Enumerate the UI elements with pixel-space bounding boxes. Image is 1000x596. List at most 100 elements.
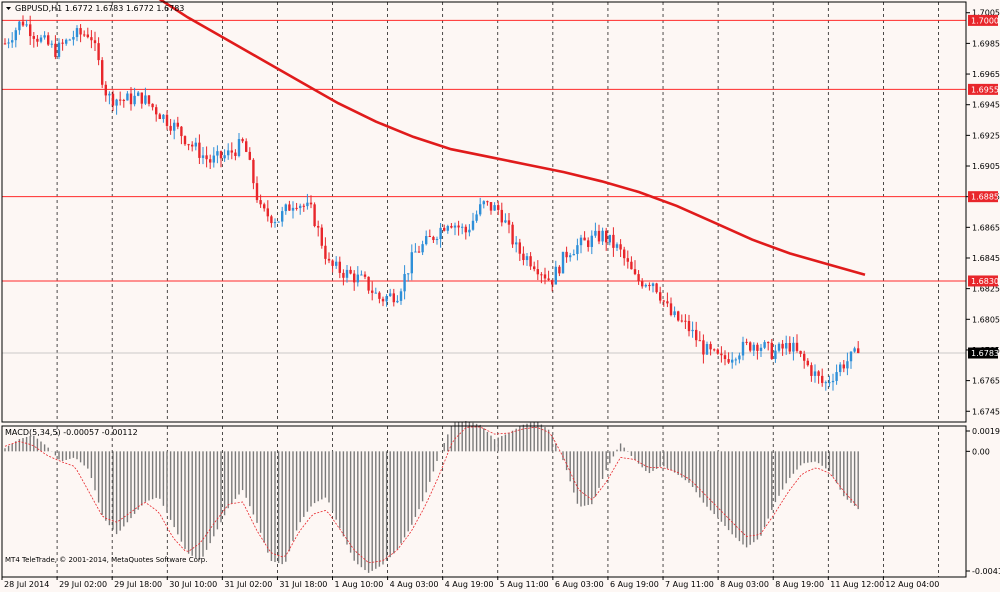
candle-body [21,21,25,26]
candle-body [83,34,86,36]
candle-body [669,303,673,316]
price-tick-label: 1.6745 [972,407,1000,416]
candle-body [306,202,309,207]
level-price-label: 1.6830 [971,277,999,286]
level-price-box [968,14,998,26]
candle-body [536,269,539,275]
candle-body [489,202,493,211]
candle-body [464,226,467,233]
candle-body [39,37,43,42]
candle-body [385,296,388,302]
candle-body [187,144,190,146]
candle-body [752,344,755,351]
candle-body [738,355,741,360]
candle-body [684,320,687,322]
candle-body [338,261,341,273]
candle-body [785,343,788,349]
candle-body [745,341,748,343]
candle-body [716,349,719,354]
candle-body [79,28,82,35]
ma-line [158,0,866,277]
price-tick-label: 1.6845 [972,254,1000,263]
candle-body [392,293,395,303]
candle-body [608,234,611,243]
candle-body [18,21,21,31]
candle-body [630,261,633,270]
time-tick-label: 29 Jul 02:00 [59,580,107,589]
level-price-box [968,191,998,203]
macd-tick-label: -0.00417 [972,567,1000,576]
level-price-label: 1.6885 [971,193,999,202]
candle-body [3,43,7,45]
candle-body [367,276,370,291]
candle-body [133,95,136,105]
candle-body [245,141,248,152]
candle-body [641,281,644,287]
candlesticks [3,15,860,391]
price-tick-label: 1.6865 [972,223,1000,232]
price-tick-label: 1.6825 [972,285,1000,294]
level-price-box [968,275,998,287]
candle-body [846,361,849,369]
candle-body [227,150,230,156]
candle-body [299,205,302,209]
candle-body [763,342,766,348]
candle-body [374,292,377,294]
candle-body [248,151,251,160]
candle-body [831,380,835,383]
candle-body [713,349,716,351]
candle-body [129,93,133,105]
time-tick-label: 28 Jul 2014 [4,580,49,589]
candle-body [615,244,619,248]
candle-body [741,341,745,356]
candle-body [144,95,147,104]
price-tick-label: 1.7005 [972,9,1000,18]
candle-body [731,359,734,363]
candle-body [356,274,359,283]
candle-body [857,348,860,354]
candle-body [381,298,385,302]
candle-body [428,236,431,238]
candle-body [234,152,237,156]
copyright-text: MT4 TeleTrade, © 2001-2014, MetaQuotes S… [5,556,207,564]
candle-body [576,245,579,255]
candle-body [432,236,435,241]
candle-body [734,359,737,361]
candle-body [162,114,165,120]
time-tick-label: 4 Aug 19:00 [445,580,494,589]
candle-body [176,122,179,127]
candle-body [317,226,320,228]
time-tick-label: 5 Aug 11:00 [500,580,549,589]
candle-body [324,245,327,259]
candle-body [266,208,269,217]
candle-body [219,151,223,159]
candle-body [792,342,795,352]
candle-body [378,292,381,299]
candle-body [601,230,604,242]
macd-label: MACD(5,34,5) -0.00057 -0.00112 [5,428,138,437]
candle-body [457,225,460,228]
candle-body [565,251,568,258]
time-tick-label: 8 Aug 19:00 [775,580,824,589]
price-tick-label: 1.6985 [972,39,1000,48]
candle-body [435,239,439,241]
candle-body [626,258,629,262]
dropdown-triangle-icon[interactable] [6,7,11,10]
candle-body [813,371,817,376]
time-tick-label: 12 Aug 04:00 [885,580,939,589]
candle-body [482,201,485,205]
candle-body [558,266,561,274]
candle-body [644,284,647,287]
candle-body [569,255,572,258]
candle-body [727,359,730,363]
candle-body [72,37,75,40]
candle-body [583,237,586,241]
candle-body [698,340,701,342]
candle-body [194,142,197,147]
candle-body [47,35,50,45]
candle-body [504,220,507,223]
price-tick-label: 1.6965 [972,70,1000,79]
candle-body [767,342,770,344]
